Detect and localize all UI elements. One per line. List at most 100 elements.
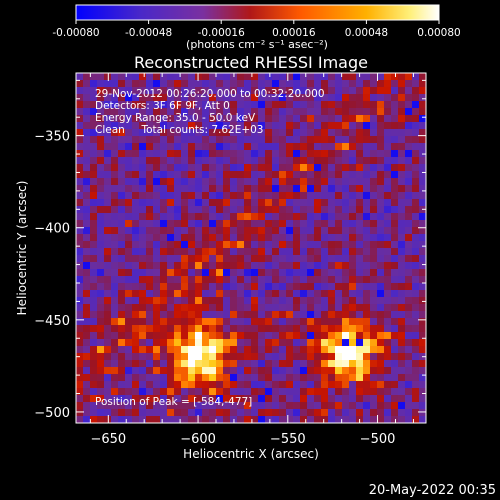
heatmap-cell: [90, 101, 98, 109]
heatmap-cell: [125, 318, 133, 326]
heatmap-cell: [188, 290, 196, 298]
heatmap-cell: [419, 115, 426, 123]
heatmap-cell: [363, 87, 371, 95]
heatmap-cell: [307, 108, 315, 116]
heatmap-cell: [314, 227, 322, 235]
heatmap-cell: [125, 213, 133, 221]
heatmap-cell: [314, 192, 322, 200]
heatmap-cell: [139, 304, 147, 312]
heatmap-cell: [328, 73, 336, 81]
heatmap-cell: [342, 346, 350, 354]
heatmap-cell: [363, 101, 371, 109]
heatmap-cell: [160, 374, 168, 382]
heatmap-cell: [223, 73, 231, 81]
heatmap-cell: [279, 395, 287, 403]
heatmap-cell: [391, 157, 399, 165]
heatmap-cell: [223, 164, 231, 172]
heatmap-cell: [251, 241, 259, 249]
heatmap-cell: [216, 276, 224, 284]
heatmap-cell: [209, 178, 217, 186]
heatmap-cell: [181, 122, 189, 130]
heatmap-cell: [97, 248, 105, 256]
heatmap-cell: [307, 136, 315, 144]
heatmap-cell: [195, 409, 203, 417]
heatmap-cell: [272, 416, 280, 423]
heatmap-cell: [307, 157, 315, 165]
heatmap-cell: [349, 262, 357, 270]
heatmap-cell: [272, 94, 280, 102]
heatmap-cell: [139, 143, 147, 151]
heatmap-cell: [125, 227, 133, 235]
heatmap-cell: [412, 409, 420, 417]
heatmap-cell: [181, 304, 189, 312]
heatmap-cell: [300, 80, 308, 88]
heatmap-cell: [377, 234, 385, 242]
heatmap-cell: [132, 143, 140, 151]
heatmap-cell: [265, 304, 273, 312]
heatmap-cell: [244, 185, 252, 193]
heatmap-cell: [349, 80, 357, 88]
heatmap-cell: [104, 94, 112, 102]
heatmap-cell: [76, 94, 84, 102]
heatmap-cell: [335, 185, 343, 193]
heatmap-cell: [160, 283, 168, 291]
heatmap-cell: [349, 276, 357, 284]
heatmap-cell: [328, 94, 336, 102]
heatmap-cell: [76, 255, 84, 263]
heatmap-cell: [293, 395, 301, 403]
heatmap-cell: [321, 346, 329, 354]
heatmap-cell: [97, 129, 105, 137]
heatmap-cell: [244, 318, 252, 326]
heatmap-cell: [209, 290, 217, 298]
heatmap-cell: [384, 290, 392, 298]
heatmap-cell: [174, 108, 182, 116]
heatmap-cell: [111, 80, 119, 88]
heatmap-cell: [314, 388, 322, 396]
heatmap-cell: [265, 185, 273, 193]
heatmap-cell: [314, 185, 322, 193]
heatmap-cell: [104, 409, 112, 417]
heatmap-cell: [90, 332, 98, 340]
heatmap-cell: [272, 269, 280, 277]
heatmap-cell: [398, 178, 406, 186]
heatmap-cell: [412, 115, 420, 123]
heatmap-cell: [209, 73, 217, 81]
heatmap-cell: [307, 367, 315, 375]
heatmap-cell: [251, 199, 259, 207]
heatmap-cell: [391, 269, 399, 277]
heatmap-cell: [174, 87, 182, 95]
heatmap-cell: [251, 227, 259, 235]
heatmap-cell: [335, 374, 343, 382]
heatmap-cell: [363, 353, 371, 361]
heatmap-cell: [153, 339, 161, 347]
heatmap-cell: [286, 94, 294, 102]
heatmap-cell: [118, 283, 126, 291]
heatmap-cell: [111, 318, 119, 326]
axis-ticks: −650 −600 −550 −500−500−450−400−350: [34, 73, 426, 447]
heatmap-cell: [188, 213, 196, 221]
heatmap-cell: [125, 143, 133, 151]
heatmap-cell: [160, 220, 168, 228]
heatmap-cell: [272, 73, 280, 81]
heatmap-cell: [202, 199, 210, 207]
heatmap-cell: [412, 332, 420, 340]
heatmap-cell: [419, 101, 426, 109]
heatmap-cell: [363, 346, 371, 354]
heatmap-cell: [125, 360, 133, 368]
heatmap-cell: [174, 213, 182, 221]
heatmap-cell: [279, 325, 287, 333]
heatmap-cell: [349, 248, 357, 256]
heatmap-cell: [195, 416, 203, 423]
heatmap-cell: [223, 262, 231, 270]
heatmap-cell: [258, 115, 266, 123]
heatmap-cell: [272, 101, 280, 109]
heatmap-cell: [384, 318, 392, 326]
heatmap-cell: [342, 339, 350, 347]
heatmap-cell: [90, 360, 98, 368]
heatmap-cell: [139, 199, 147, 207]
heatmap-cell: [237, 402, 245, 410]
heatmap-cell: [132, 416, 140, 423]
heatmap-cell: [314, 381, 322, 389]
heatmap-cell: [237, 150, 245, 158]
heatmap-cell: [405, 402, 413, 410]
